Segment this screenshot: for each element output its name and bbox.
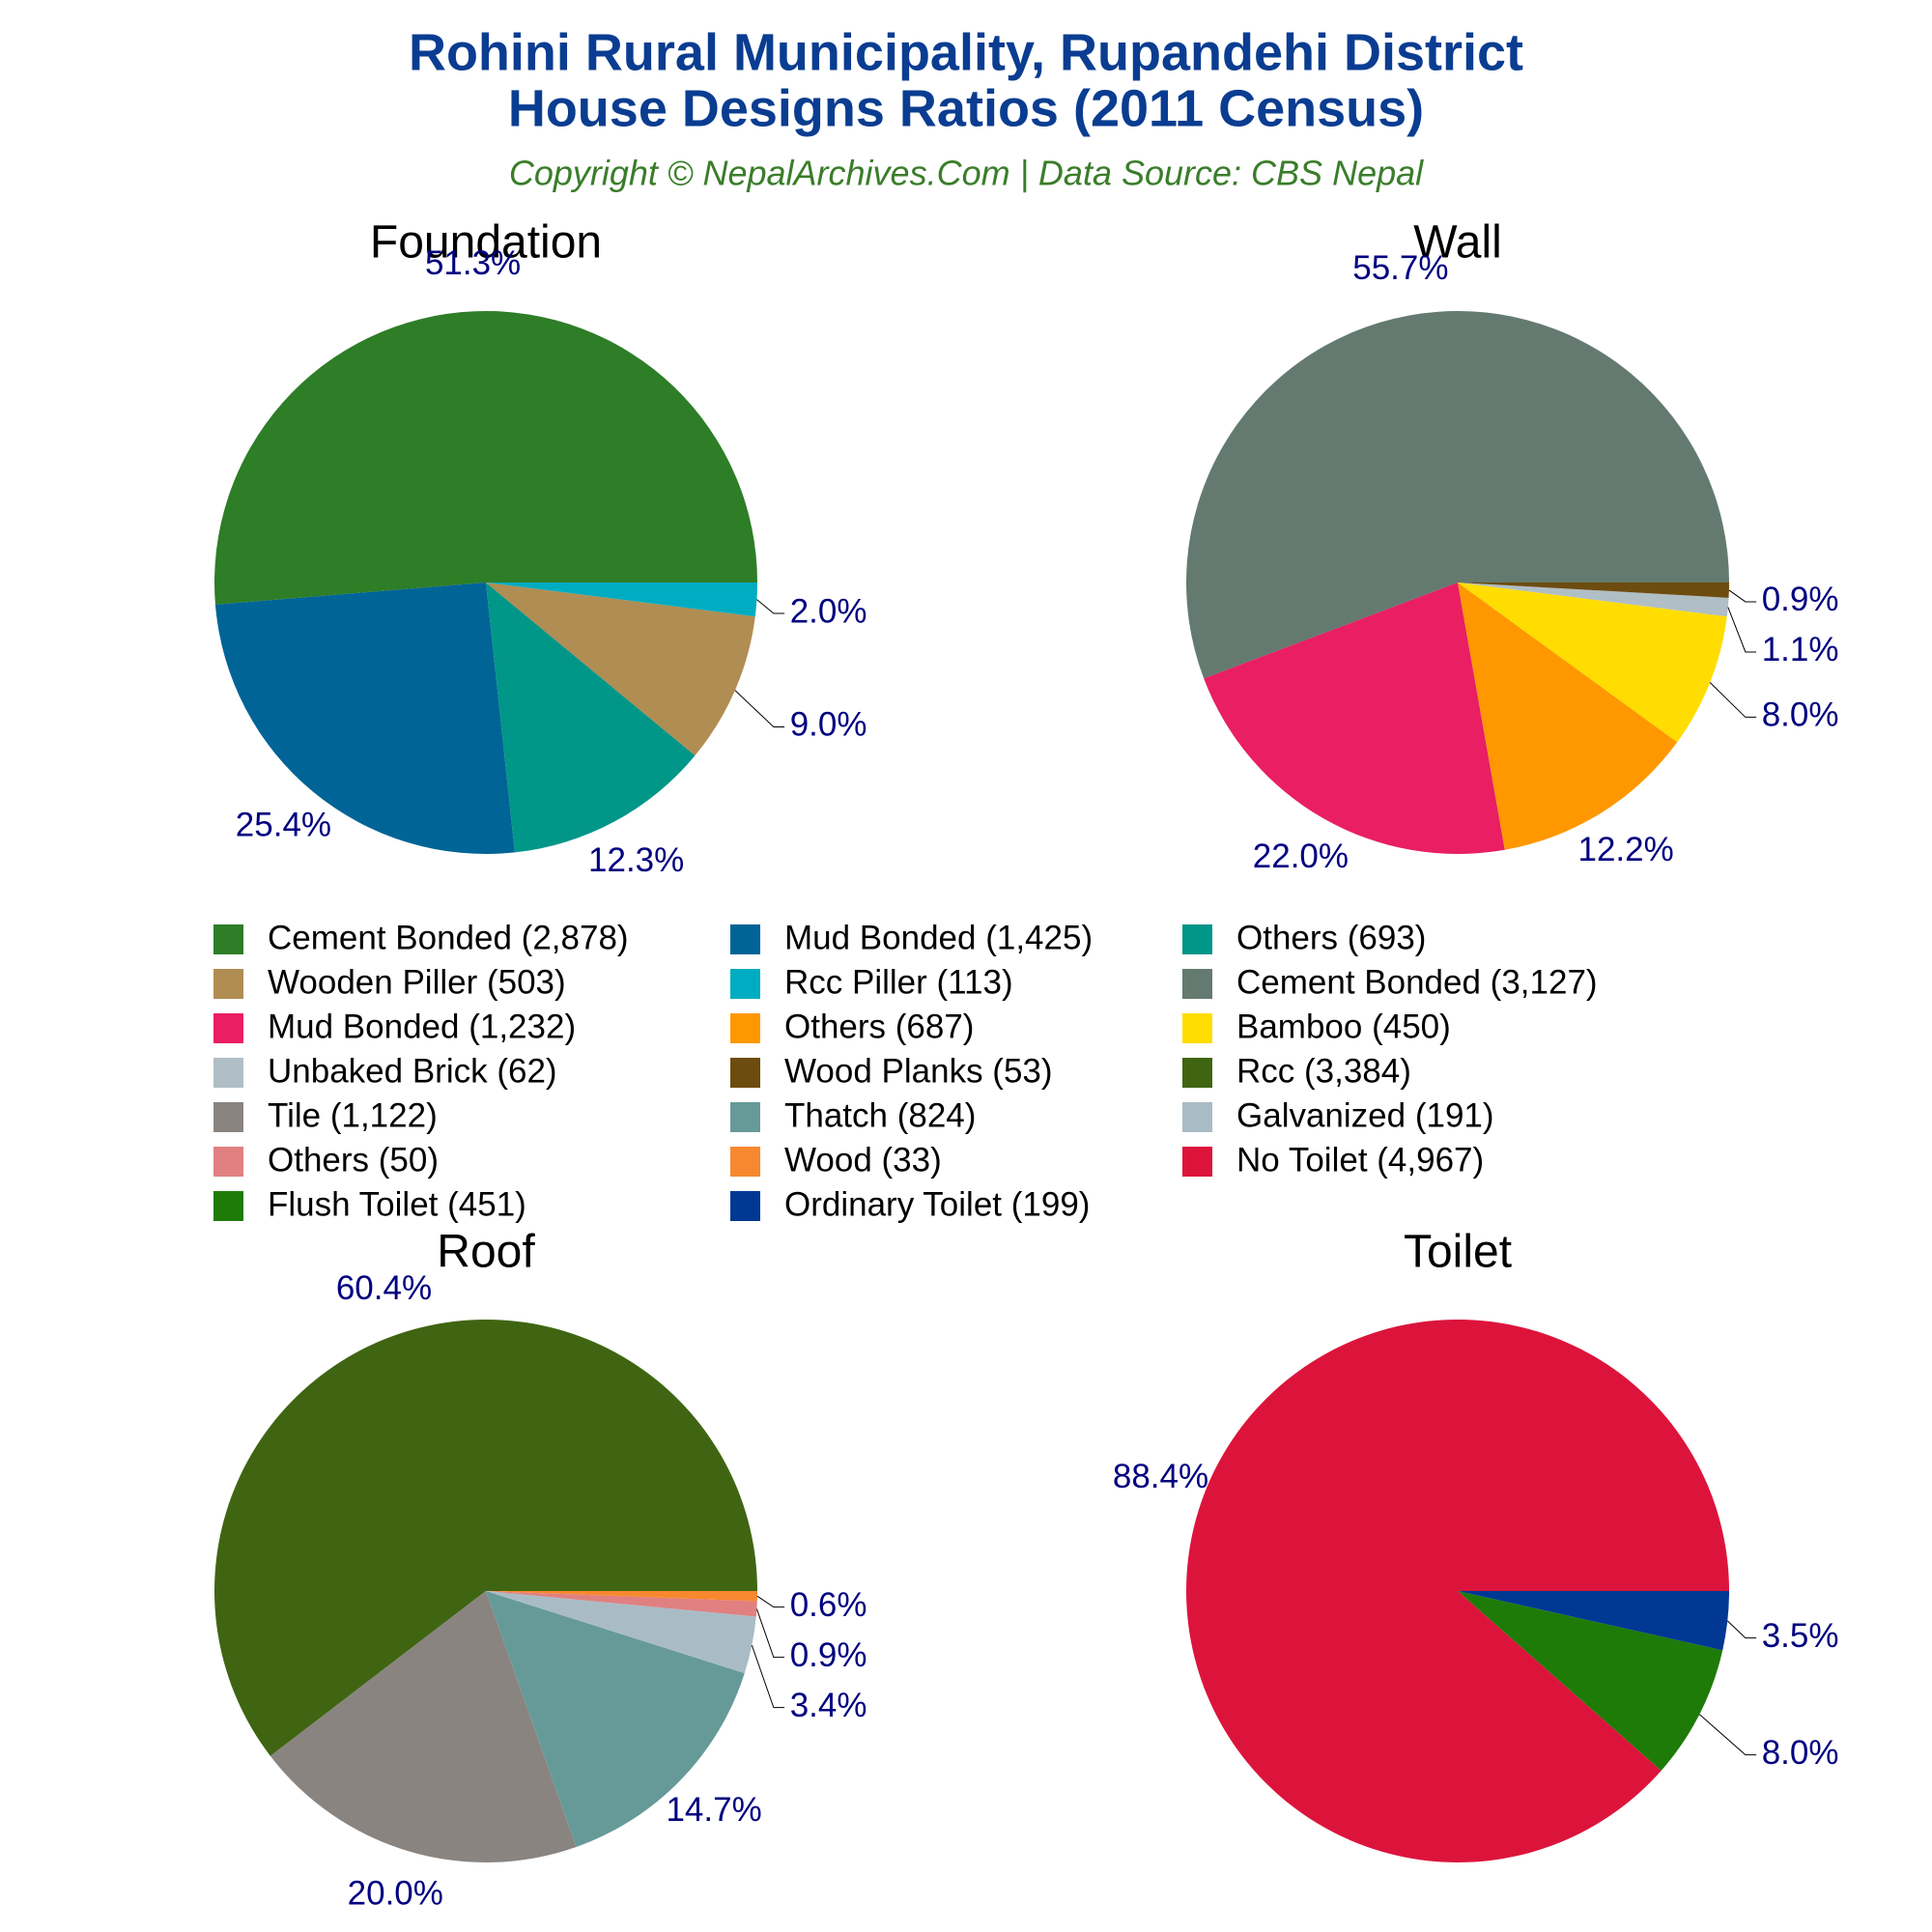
legend-swatch: [730, 1058, 760, 1088]
legend-swatch: [213, 1013, 243, 1043]
leader-line: [751, 1644, 785, 1709]
pie-title: Foundation: [370, 217, 602, 269]
legend-swatch: [213, 1191, 243, 1221]
subtitle: Copyright © NepalArchives.Com | Data Sou…: [509, 154, 1424, 193]
legend-swatch: [1182, 1147, 1212, 1177]
legend-swatch: [730, 1147, 760, 1177]
legend-swatch: [1182, 969, 1212, 999]
pie-slice: [1458, 582, 1729, 598]
legend-label: Unbaked Brick (62): [268, 1052, 557, 1090]
legend-label: Flush Toilet (451): [268, 1185, 526, 1223]
pie-slice: [486, 1591, 756, 1674]
leader-line: [734, 690, 785, 727]
legend-swatch: [213, 924, 243, 954]
value-label: 0.9%: [790, 1636, 867, 1674]
legend-label: Others (687): [784, 1008, 974, 1045]
legend-swatch: [730, 1191, 760, 1221]
value-label: 0.6%: [790, 1586, 867, 1624]
legend-swatch: [730, 1102, 760, 1132]
leader-line: [1728, 589, 1757, 603]
legend-label: Wood (33): [784, 1141, 942, 1179]
legend-label: No Toilet (4,967): [1236, 1141, 1484, 1179]
legend-label: Others (693): [1236, 919, 1426, 956]
legend-label: Cement Bonded (2,878): [268, 919, 629, 956]
pie-slice: [213, 1320, 757, 1756]
pie-slice: [1458, 582, 1729, 617]
legend-swatch: [1182, 1102, 1212, 1132]
legend-swatch: [730, 969, 760, 999]
legend-swatch: [730, 924, 760, 954]
legend-label: Others (50): [268, 1141, 439, 1179]
pie-slice: [1186, 310, 1729, 679]
pie-slice: [1458, 582, 1678, 850]
legend-label: Bamboo (450): [1236, 1008, 1451, 1045]
value-label: 12.2%: [1578, 831, 1674, 868]
leader-line: [1726, 1620, 1757, 1639]
leader-line: [756, 599, 785, 614]
value-label: 0.9%: [1762, 581, 1839, 618]
legend-swatch: [730, 1013, 760, 1043]
legend-label: Rcc (3,384): [1236, 1052, 1411, 1090]
pie-slice: [1458, 1591, 1729, 1651]
pie-slice: [214, 582, 515, 855]
pie-slice: [486, 1591, 757, 1617]
value-label: 20.0%: [348, 1874, 443, 1912]
pie-slice: [486, 582, 755, 756]
pie-slice: [486, 1591, 745, 1847]
value-label: 9.0%: [790, 706, 867, 744]
legend-label: Mud Bonded (1,232): [268, 1008, 576, 1045]
value-label: 60.4%: [336, 1269, 432, 1307]
title-line: Rohini Rural Municipality, Rupandehi Dis…: [409, 23, 1523, 81]
value-label: 22.0%: [1253, 838, 1349, 875]
value-label: 1.1%: [1762, 631, 1839, 668]
legend-label: Galvanized (191): [1236, 1096, 1494, 1134]
pie-title: Wall: [1413, 217, 1502, 269]
pie-slice: [1204, 582, 1505, 854]
legend-label: Tile (1,122): [268, 1096, 438, 1134]
leader-line: [1709, 682, 1757, 718]
pie-title: Roof: [437, 1227, 535, 1278]
legend-label: Mud Bonded (1,425): [784, 919, 1093, 956]
value-label: 3.4%: [790, 1687, 867, 1724]
legend-label: Rcc Piller (113): [784, 963, 1013, 1001]
legend-swatch: [213, 1147, 243, 1177]
value-label: 55.7%: [1352, 249, 1448, 287]
legend-label: Ordinary Toilet (199): [784, 1185, 1090, 1223]
legend-swatch: [1182, 924, 1212, 954]
pie-slice: [213, 310, 757, 605]
legend-label: Cement Bonded (3,127): [1236, 963, 1598, 1001]
pie-slice: [1458, 582, 1727, 743]
legend-swatch: [1182, 1058, 1212, 1088]
legend-swatch: [213, 1058, 243, 1088]
pie-slice: [486, 582, 757, 617]
value-label: 12.3%: [588, 841, 684, 879]
leader-line: [755, 1608, 785, 1659]
pie-slice: [1458, 1591, 1723, 1771]
legend-swatch: [1182, 1013, 1212, 1043]
leader-line: [1698, 1714, 1757, 1756]
value-label: 2.0%: [790, 592, 867, 630]
legend-swatch: [213, 969, 243, 999]
leader-line: [1727, 607, 1757, 653]
pie-slice: [270, 1591, 577, 1862]
value-label: 8.0%: [1762, 696, 1839, 734]
value-label: 3.5%: [1762, 1617, 1839, 1655]
value-label: 25.4%: [236, 807, 331, 844]
legend-label: Thatch (824): [784, 1096, 976, 1134]
value-label: 8.0%: [1762, 1734, 1839, 1772]
pie-slice: [486, 582, 696, 853]
legend-swatch: [213, 1102, 243, 1132]
pie-slice: [486, 1591, 757, 1602]
value-label: 88.4%: [1113, 1458, 1208, 1495]
value-label: 51.3%: [425, 244, 521, 282]
pie-slice: [1186, 1319, 1729, 1862]
title-line: House Designs Ratios (2011 Census): [508, 79, 1424, 137]
value-label: 14.7%: [666, 1791, 761, 1829]
pie-title: Toilet: [1404, 1227, 1512, 1278]
legend-label: Wood Planks (53): [784, 1052, 1053, 1090]
legend-label: Wooden Piller (503): [268, 963, 566, 1001]
leader-line: [756, 1595, 785, 1608]
